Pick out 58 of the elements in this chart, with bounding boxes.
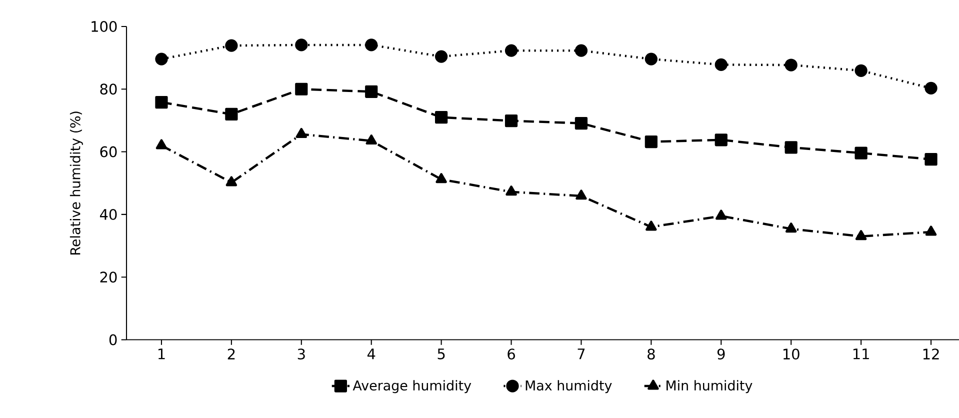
point: [436, 173, 447, 184]
point: [854, 64, 868, 78]
x-tick-label: 3: [298, 348, 305, 360]
y-tick-label: 60: [100, 146, 117, 158]
x-tick-label: 12: [923, 348, 939, 360]
y-tick-label: 100: [92, 21, 117, 32]
point: [295, 38, 308, 52]
point: [225, 108, 238, 121]
point: [716, 210, 727, 220]
point: [924, 153, 938, 166]
point: [226, 176, 238, 186]
point: [156, 139, 168, 150]
point: [435, 111, 448, 124]
y-tick-label: 80: [100, 84, 117, 95]
legend-label: Max humidty: [526, 380, 612, 394]
point: [714, 58, 728, 72]
x-tick-label: 7: [578, 348, 585, 360]
point: [784, 58, 798, 72]
point: [854, 146, 868, 160]
point: [785, 222, 797, 233]
x-tick-label: 9: [717, 348, 725, 360]
point: [296, 128, 308, 138]
point: [644, 52, 658, 66]
point: [435, 50, 448, 63]
point: [366, 134, 377, 145]
point: [506, 186, 517, 196]
point: [644, 136, 658, 148]
point: [365, 85, 378, 98]
point: [574, 117, 588, 130]
point: [576, 190, 587, 200]
point: [925, 226, 937, 236]
point: [155, 96, 168, 109]
legend-label: Min humidity: [666, 380, 752, 394]
point: [646, 220, 657, 231]
point: [155, 52, 168, 66]
point: [784, 141, 798, 154]
x-tick-label: 8: [648, 348, 655, 360]
point: [714, 134, 728, 146]
x-tick-label: 5: [438, 348, 445, 360]
y-axis-title: Relative humidity (%): [70, 112, 83, 255]
point: [574, 44, 588, 58]
x-tick-label: 6: [508, 348, 515, 360]
point: [365, 38, 378, 52]
point: [504, 44, 518, 58]
x-tick-label: 4: [367, 348, 376, 360]
x-tick-label: 1: [158, 348, 165, 360]
x-tick-label: 11: [853, 348, 869, 360]
y-tick-label: 40: [100, 209, 117, 220]
point: [225, 39, 238, 52]
x-tick-label: 10: [783, 348, 800, 360]
point: [855, 230, 867, 240]
point: [504, 114, 518, 128]
y-tick-label: 0: [109, 334, 117, 346]
point: [924, 82, 938, 95]
point: [295, 82, 308, 96]
legend-label: Average humidity: [352, 380, 472, 394]
y-tick-label: 20: [100, 272, 117, 283]
x-tick-label: 2: [228, 348, 235, 360]
